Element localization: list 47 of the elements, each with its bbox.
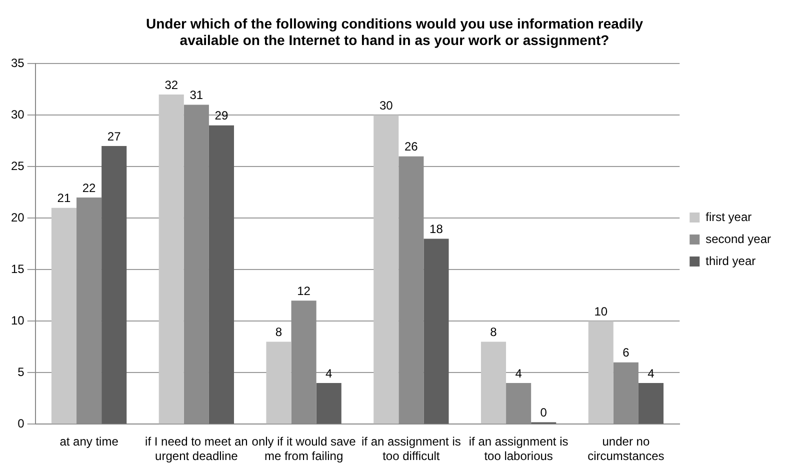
bar [51, 208, 77, 424]
bar [638, 382, 664, 424]
x-tick-label: if an assignment is too difficult [361, 434, 461, 464]
x-tick-label: at any time [60, 434, 119, 449]
y-tick-label: 25 [10, 158, 25, 173]
data-label: 4 [515, 366, 522, 380]
x-tick-label: if I need to meet an urgent deadline [145, 434, 248, 464]
data-label: 18 [430, 222, 444, 236]
data-label: 22 [82, 180, 96, 195]
legend-label: second year [706, 232, 772, 246]
data-label: 4 [648, 366, 655, 380]
data-label: 21 [57, 191, 71, 206]
data-label: 32 [164, 78, 178, 92]
data-label: 8 [275, 325, 282, 340]
y-tick-label: 15 [10, 262, 25, 276]
bar [316, 382, 342, 424]
bar [480, 342, 506, 424]
data-label: 29 [214, 108, 228, 123]
bar [374, 115, 399, 424]
data-label: 12 [297, 284, 311, 298]
bar [158, 94, 184, 424]
x-tick-label: if an assignment is too laborious [468, 434, 568, 464]
bar [588, 321, 614, 424]
y-tick-label: 5 [18, 365, 25, 379]
data-label: 8 [490, 325, 498, 340]
data-label: 31 [190, 88, 204, 102]
y-tick-label: 0 [18, 416, 25, 431]
data-label: 30 [379, 98, 394, 112]
x-tick-label: only if it would save me from failing [252, 434, 356, 464]
legend-label: first year [706, 210, 752, 224]
data-label: 27 [107, 129, 122, 144]
data-label: 26 [404, 140, 418, 154]
bar [266, 342, 292, 424]
chart-title: Under which of the following conditions would you use information readily available on the Internet to hand in as your work or assignment? [146, 15, 644, 48]
data-label: 6 [622, 346, 630, 360]
bar [424, 238, 449, 424]
y-tick-label: 30 [10, 107, 25, 122]
y-tick-label: 10 [10, 313, 25, 328]
y-tick-label: 20 [10, 210, 25, 224]
legend-label: third year [706, 254, 756, 268]
data-label: 0 [540, 406, 548, 420]
data-label: 10 [594, 304, 608, 318]
data-label: 4 [326, 366, 333, 380]
bar [102, 146, 127, 424]
x-tick-label: under no circumstances [588, 434, 664, 464]
bar [208, 125, 234, 424]
y-tick-label: 35 [10, 56, 25, 70]
